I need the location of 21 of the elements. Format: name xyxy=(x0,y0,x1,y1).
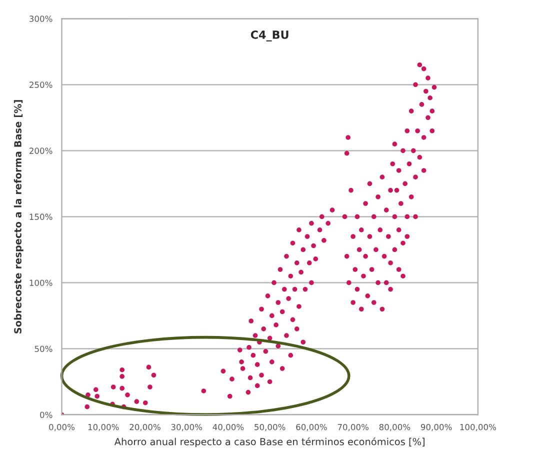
x-tick-label: 100,00% xyxy=(460,424,496,432)
x-tick-label: 60,00% xyxy=(296,424,327,432)
x-tick-label: 50,00% xyxy=(254,424,286,432)
y-tick-label: 0% xyxy=(40,412,52,418)
x-tick-label: 40,00% xyxy=(212,424,244,432)
y-tick-label: 200% xyxy=(30,148,52,154)
x-tick-label: 90,00% xyxy=(420,424,452,432)
y-axis-title: Sobrecoste respecto a la reforma Base [%] xyxy=(14,100,24,334)
y-tick-label: 50% xyxy=(34,346,52,352)
x-tick-label: 0,00% xyxy=(49,424,75,432)
x-tick-label: 80,00% xyxy=(379,424,410,432)
x-tick-label: 30,00% xyxy=(171,424,202,432)
x-tick-label: 70,00% xyxy=(338,424,369,432)
text: C4_BU xyxy=(250,30,288,42)
y-tick-label: 250% xyxy=(30,82,52,88)
x-tick-label: 10,00% xyxy=(88,424,119,432)
x-tick-label: 20,00% xyxy=(130,424,160,432)
y-tick-label: 300% xyxy=(30,16,52,22)
y-tick-label: 100% xyxy=(30,280,52,286)
y-tick-label: 150% xyxy=(30,214,52,220)
x-axis-title: Ahorro anual respecto a caso Base en términos económicos [%] xyxy=(114,437,424,448)
